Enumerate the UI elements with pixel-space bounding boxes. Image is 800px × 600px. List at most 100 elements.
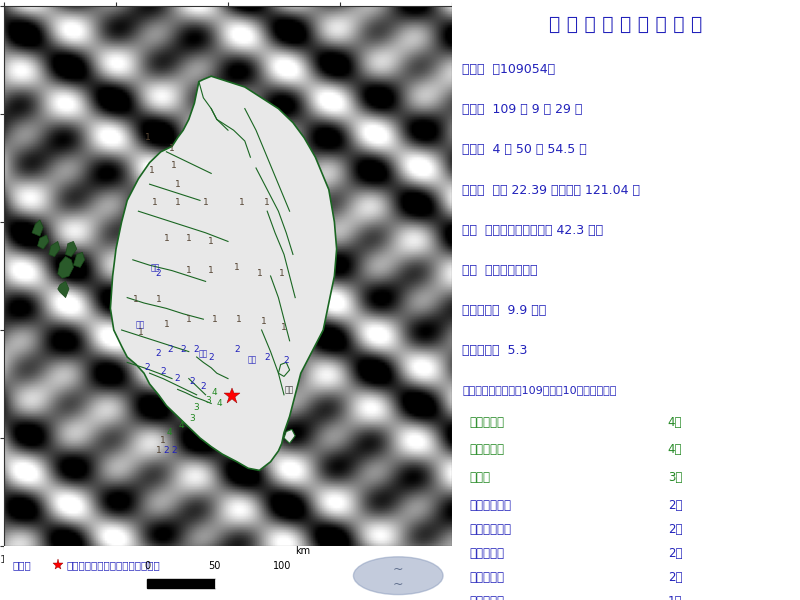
Text: 1: 1	[186, 314, 192, 323]
Text: 各地最大震度（採用109年新制10級震度分級）: 各地最大震度（採用109年新制10級震度分級）	[462, 385, 617, 395]
Text: 日期：  109 年 9 月 29 日: 日期： 109 年 9 月 29 日	[462, 103, 583, 116]
Text: 4: 4	[178, 421, 184, 430]
Text: 2: 2	[145, 364, 150, 373]
Text: 2: 2	[171, 446, 177, 455]
Text: 2: 2	[208, 352, 214, 361]
Bar	[214, 580, 282, 588]
Text: 嘉義: 嘉義	[150, 263, 160, 272]
Polygon shape	[110, 76, 337, 470]
Text: 2: 2	[156, 349, 162, 358]
Text: 1: 1	[257, 269, 262, 278]
Text: 1: 1	[208, 237, 214, 246]
Text: 高雄市: 高雄市	[470, 471, 490, 484]
Text: 表震央位置，數字表示該測站震度: 表震央位置，數字表示該測站震度	[66, 560, 161, 570]
Text: 2級: 2級	[668, 547, 682, 560]
Text: 芮氏規模：  5.3: 芮氏規模： 5.3	[462, 344, 528, 358]
Text: 臺東: 臺東	[248, 356, 258, 365]
Polygon shape	[38, 235, 49, 249]
Polygon shape	[278, 362, 290, 376]
Text: 2級: 2級	[668, 571, 682, 584]
Polygon shape	[66, 241, 77, 257]
Text: 0: 0	[144, 560, 150, 571]
Text: 1: 1	[261, 317, 266, 326]
Text: 2級: 2級	[668, 523, 682, 536]
Text: 2: 2	[160, 367, 166, 376]
Text: 1: 1	[238, 198, 244, 207]
Text: 1: 1	[174, 179, 181, 188]
Text: 1: 1	[134, 295, 139, 304]
Text: 屏東縣屏東市: 屏東縣屏東市	[470, 523, 511, 536]
Text: 1: 1	[174, 198, 181, 207]
Text: 圖說：: 圖說：	[13, 560, 32, 570]
Text: 1: 1	[186, 266, 192, 275]
Text: 嘉義縣番路: 嘉義縣番路	[470, 571, 504, 584]
Text: ~
~: ~ ~	[393, 563, 403, 592]
Text: 1: 1	[145, 133, 150, 142]
Text: 2: 2	[234, 345, 240, 354]
Text: 2: 2	[283, 356, 289, 365]
Text: 2: 2	[163, 446, 170, 455]
Text: 4級: 4級	[668, 443, 682, 457]
Text: 臺南: 臺南	[136, 320, 146, 329]
Text: 臺東縣大武: 臺東縣大武	[470, 416, 504, 429]
Text: 2: 2	[194, 345, 199, 354]
Ellipse shape	[354, 557, 443, 595]
Text: 中 央 氣 象 局 地 震 報 告: 中 央 氣 象 局 地 震 報 告	[550, 15, 702, 34]
Text: 1: 1	[202, 198, 209, 207]
Text: 4: 4	[212, 388, 218, 397]
Text: 4: 4	[216, 399, 222, 408]
Text: 1: 1	[152, 198, 158, 207]
Text: 1: 1	[208, 266, 214, 275]
Text: 2級: 2級	[668, 499, 682, 512]
Text: 1: 1	[138, 328, 143, 337]
Text: 2: 2	[167, 345, 173, 354]
Text: 1: 1	[156, 446, 162, 455]
Polygon shape	[58, 257, 74, 278]
Text: 50: 50	[208, 560, 221, 571]
Text: 位於  臺灣東南部海域: 位於 臺灣東南部海域	[462, 264, 538, 277]
Polygon shape	[58, 281, 69, 298]
Text: 1: 1	[171, 161, 177, 170]
Text: 1: 1	[236, 314, 242, 323]
Text: 100: 100	[273, 560, 291, 571]
Text: 即在  臺東縣政府南偏西方 42.3 公里: 即在 臺東縣政府南偏西方 42.3 公里	[462, 224, 603, 237]
Text: 花蓮縣富里: 花蓮縣富里	[470, 595, 504, 600]
Polygon shape	[284, 430, 295, 443]
Text: 1: 1	[281, 323, 287, 332]
Text: 1: 1	[264, 198, 270, 207]
Text: 臺東縣臺東市: 臺東縣臺東市	[470, 499, 511, 512]
Text: 高雄: 高雄	[198, 349, 208, 358]
Text: 1: 1	[234, 263, 240, 272]
Text: 1級: 1級	[668, 595, 682, 600]
Text: 1: 1	[169, 144, 175, 153]
Text: 位置：  北緯 22.39 度，東經 121.04 度: 位置： 北緯 22.39 度，東經 121.04 度	[462, 184, 641, 197]
Text: 1: 1	[212, 314, 218, 323]
Text: 1: 1	[163, 233, 170, 242]
Text: 2: 2	[174, 374, 181, 383]
Text: 臺南市新化: 臺南市新化	[470, 547, 504, 560]
Text: 時間：  4 時 50 分 54.5 秒: 時間： 4 時 50 分 54.5 秒	[462, 143, 587, 157]
Polygon shape	[32, 220, 43, 236]
Text: 1: 1	[163, 320, 170, 329]
Text: 1: 1	[279, 269, 285, 278]
Polygon shape	[74, 252, 85, 268]
Text: 4級: 4級	[668, 416, 682, 429]
Bar	[147, 580, 214, 588]
Text: 地震深度：  9.9 公里: 地震深度： 9.9 公里	[462, 304, 546, 317]
Text: 3: 3	[190, 414, 195, 423]
Text: 蘭嶼: 蘭嶼	[285, 385, 294, 394]
Text: 2: 2	[190, 377, 195, 386]
Text: 3: 3	[205, 395, 210, 404]
Text: 3: 3	[194, 403, 199, 412]
Text: 1: 1	[160, 436, 166, 445]
Text: 2: 2	[180, 345, 186, 354]
Text: 2: 2	[264, 352, 270, 361]
Text: 1: 1	[156, 295, 162, 304]
Text: 1: 1	[149, 166, 154, 175]
Text: 4: 4	[167, 428, 173, 437]
Text: 1: 1	[186, 233, 192, 242]
Text: 屏東縣滿州: 屏東縣滿州	[470, 443, 504, 457]
Text: 編號：  第109054號: 編號： 第109054號	[462, 63, 555, 76]
Text: km: km	[295, 546, 310, 556]
Text: 3級: 3級	[668, 471, 682, 484]
